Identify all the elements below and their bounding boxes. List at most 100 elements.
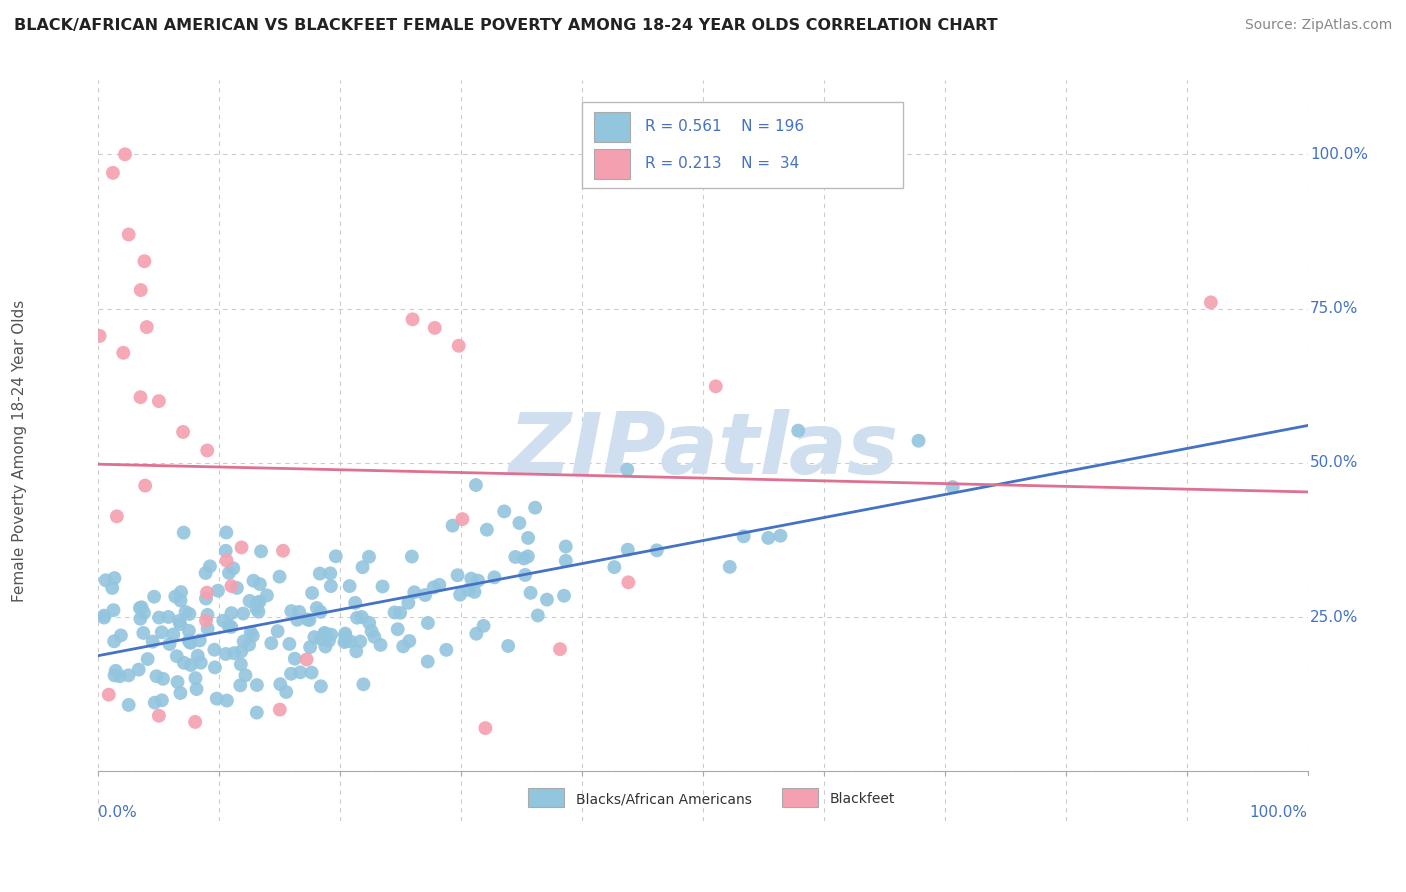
Point <box>413 588 436 602</box>
Point <box>325 549 347 564</box>
Point <box>169 593 191 607</box>
Point <box>288 605 311 619</box>
Point <box>389 606 412 620</box>
Point <box>463 585 485 599</box>
Point <box>617 542 640 557</box>
Point <box>101 166 124 180</box>
Point <box>519 586 541 600</box>
Point <box>304 630 326 644</box>
Point <box>229 657 252 672</box>
Point <box>166 675 188 690</box>
Point <box>401 549 423 564</box>
Point <box>184 671 207 685</box>
Point <box>508 516 530 530</box>
Point <box>198 559 221 574</box>
Point <box>89 329 111 343</box>
Point <box>246 678 269 692</box>
Point <box>249 577 271 591</box>
Point <box>314 626 336 640</box>
Point <box>404 585 426 599</box>
Point <box>280 666 302 681</box>
Point <box>474 721 496 735</box>
Point <box>238 638 260 652</box>
Point <box>527 608 550 623</box>
Point <box>157 610 180 624</box>
Point <box>117 668 139 682</box>
Point <box>197 607 219 622</box>
Point <box>457 582 479 597</box>
Point <box>359 615 381 630</box>
Point <box>145 669 167 683</box>
Point <box>103 668 125 682</box>
Point <box>472 619 495 633</box>
Point <box>284 651 307 665</box>
Point <box>194 566 217 580</box>
Point <box>148 708 170 723</box>
Point <box>239 625 262 640</box>
Point <box>170 585 193 599</box>
Point <box>245 601 267 615</box>
Point <box>517 531 540 545</box>
Point <box>352 560 374 574</box>
Point <box>136 652 159 666</box>
Point <box>177 624 200 638</box>
Point <box>93 610 115 624</box>
Point <box>496 639 519 653</box>
Point <box>769 529 792 543</box>
Point <box>548 642 571 657</box>
Point <box>467 574 489 588</box>
Point <box>396 596 419 610</box>
Bar <box>582 103 903 187</box>
Point <box>131 600 153 615</box>
Point <box>218 566 240 580</box>
Point <box>451 512 474 526</box>
Bar <box>595 149 630 178</box>
Point <box>276 685 298 699</box>
Point <box>371 579 394 593</box>
Point <box>225 581 247 595</box>
Point <box>346 611 368 625</box>
Point <box>645 543 668 558</box>
Point <box>392 640 415 654</box>
Point <box>309 632 332 646</box>
Text: 75.0%: 75.0% <box>1310 301 1358 316</box>
Point <box>363 630 385 644</box>
Point <box>733 529 755 543</box>
Point <box>319 566 342 581</box>
Point <box>134 254 156 268</box>
Point <box>97 688 120 702</box>
Point <box>105 509 128 524</box>
Point <box>398 634 420 648</box>
Point <box>305 601 328 615</box>
Point <box>333 628 356 642</box>
Point <box>256 588 278 602</box>
Point <box>167 614 190 628</box>
Point <box>269 703 291 717</box>
Point <box>215 693 238 707</box>
Point <box>134 478 156 492</box>
Point <box>129 390 152 404</box>
Point <box>554 554 576 568</box>
Point <box>314 640 336 654</box>
Point <box>180 658 202 673</box>
Point <box>416 615 439 630</box>
Point <box>205 691 228 706</box>
Point <box>290 665 312 680</box>
Point <box>269 569 291 583</box>
Point <box>309 679 332 693</box>
Text: Female Poverty Among 18-24 Year Olds: Female Poverty Among 18-24 Year Olds <box>13 300 27 601</box>
Point <box>285 613 308 627</box>
Point <box>177 633 200 648</box>
Point <box>278 637 301 651</box>
Point <box>94 574 117 588</box>
Point <box>704 379 727 393</box>
Point <box>169 686 191 700</box>
Point <box>242 629 264 643</box>
Point <box>204 660 226 674</box>
Point <box>516 549 538 564</box>
Point <box>159 637 181 651</box>
Point <box>195 443 218 458</box>
Point <box>215 553 238 567</box>
Point <box>357 549 380 564</box>
Text: Blacks/African Americans: Blacks/African Americans <box>576 792 752 806</box>
